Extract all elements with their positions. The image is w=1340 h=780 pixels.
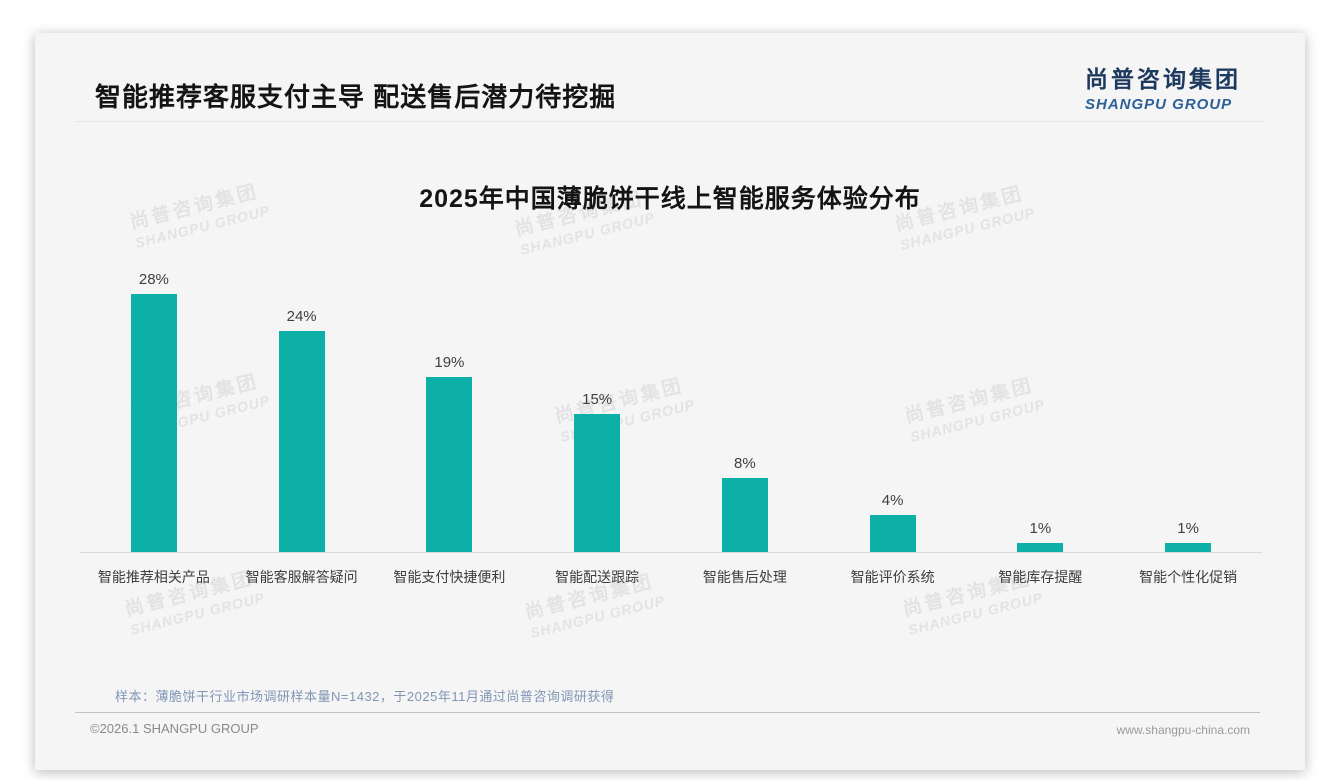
bar-value-label: 15%: [582, 391, 613, 408]
page-title: 智能推荐客服支付主导 配送售后潜力待挖掘: [95, 82, 617, 112]
bar-column: 1%: [967, 520, 1115, 552]
bar: [721, 478, 768, 552]
chart-title: 2025年中国薄脆饼干线上智能服务体验分布: [419, 185, 921, 213]
bar-column: 4%: [819, 492, 967, 552]
bar: [426, 377, 473, 552]
category-label: 智能个性化促销: [1139, 569, 1238, 585]
chart-bars: 28% 24% 19% 15% 8% 4% 1% 1%: [80, 263, 1262, 553]
header-divider: [75, 121, 1265, 122]
bar-chart: 28% 24% 19% 15% 8% 4% 1% 1% 智能推荐相关产品 智能客服解答疑问 智能支…: [80, 263, 1262, 587]
category-label: 智能配送跟踪: [555, 569, 640, 585]
chart-category-labels: 智能推荐相关产品 智能客服解答疑问 智能支付快捷便利 智能配送跟踪 智能售后处理 智能评价…: [80, 553, 1262, 587]
watermark-en: SHANGPU GROUP: [128, 589, 267, 639]
bar: [278, 331, 325, 552]
bar-column: 24%: [228, 308, 376, 552]
logo-english-text: SHANGPU GROUP: [1085, 96, 1233, 113]
bar-column: 19%: [376, 354, 524, 552]
logo-chinese-text: 尚普咨询集团: [1085, 66, 1241, 92]
bar-value-label: 19%: [434, 354, 465, 371]
company-logo: 尚普咨询集团 SHANGPU GROUP: [1085, 60, 1241, 113]
footer-website: www.shangpu-china.com: [1116, 723, 1250, 737]
bar: [130, 294, 177, 552]
bar-value-label: 8%: [734, 455, 756, 472]
bar: [1017, 543, 1064, 552]
bar-value-label: 24%: [286, 308, 317, 325]
category-label: 智能评价系统: [850, 569, 935, 585]
bar-column: 1%: [1114, 520, 1262, 552]
bar-value-label: 1%: [1029, 520, 1052, 537]
bar-column: 8%: [671, 455, 819, 552]
bar-column: 28%: [80, 271, 228, 552]
footer-divider: [75, 712, 1260, 713]
watermark-en: SHANGPU GROUP: [906, 589, 1045, 639]
bar: [1165, 543, 1212, 552]
watermark-en: SHANGPU GROUP: [528, 592, 667, 642]
footer-copyright: ©2026.1 SHANGPU GROUP: [90, 721, 259, 736]
slide-card: 智能推荐客服支付主导 配送售后潜力待挖掘 尚普咨询集团 SHANGPU GROU…: [35, 33, 1305, 770]
watermark-en: SHANGPU GROUP: [518, 209, 657, 259]
bar: [574, 414, 621, 552]
bar-value-label: 4%: [881, 492, 904, 509]
bar: [869, 515, 916, 552]
sample-footnote: 样本：薄脆饼干行业市场调研样本量N=1432，于2025年11月通过尚普咨询调研…: [115, 689, 615, 704]
category-label: 智能支付快捷便利: [393, 569, 506, 585]
category-label: 智能售后处理: [702, 569, 787, 585]
bar-value-label: 28%: [138, 271, 169, 288]
category-label: 智能库存提醒: [998, 569, 1083, 585]
bar-value-label: 1%: [1177, 520, 1199, 537]
category-label: 智能客服解答疑问: [245, 569, 358, 585]
category-label: 智能推荐相关产品: [97, 569, 210, 585]
bar-column: 15%: [523, 391, 671, 552]
